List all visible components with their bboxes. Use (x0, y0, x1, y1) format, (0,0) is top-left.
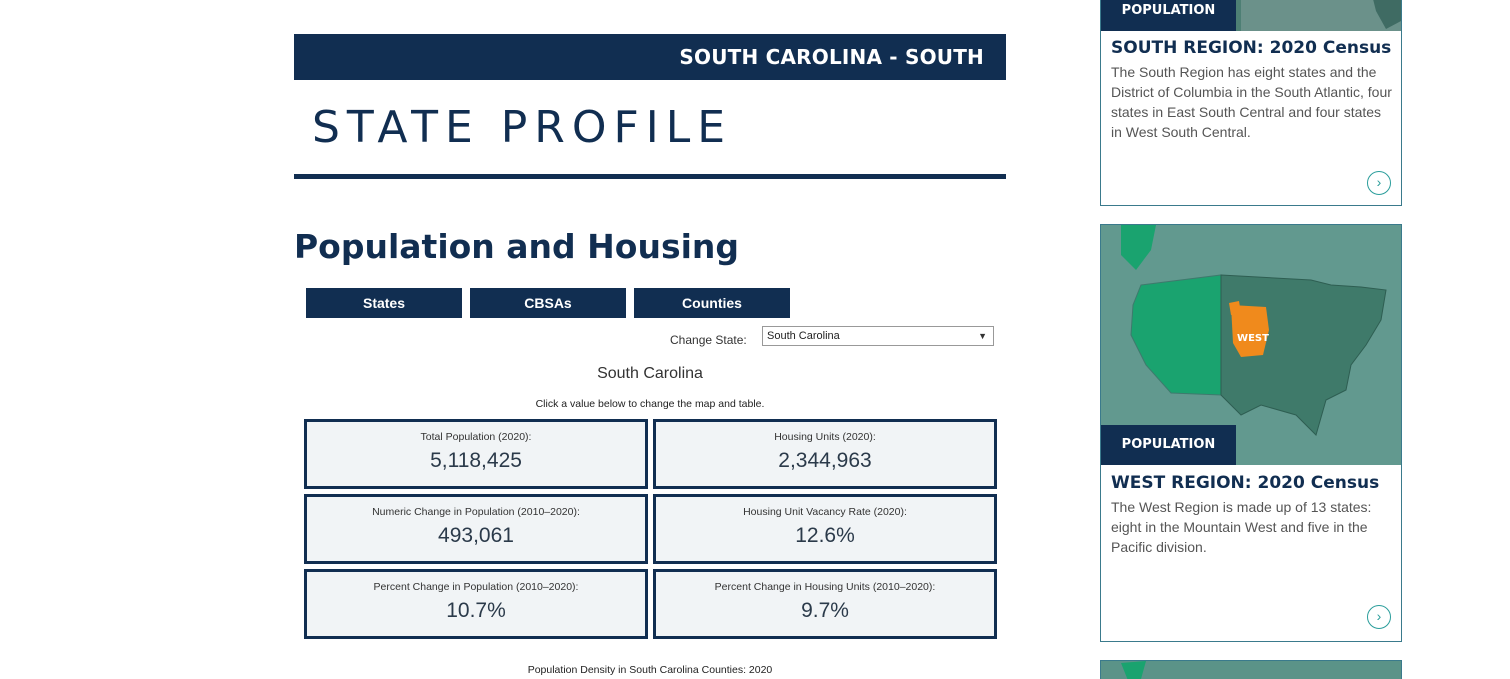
title-divider (294, 174, 1006, 179)
card-description: The West Region is made up of 13 states:… (1111, 499, 1372, 555)
state-select-value: South Carolina (767, 330, 840, 342)
card-description: The South Region has eight states and th… (1111, 64, 1392, 140)
tab-states[interactable]: States (306, 288, 462, 318)
profile-hint: Click a value below to change the map an… (535, 398, 765, 410)
stat-value: 493,061 (438, 524, 514, 547)
change-state-label: Change State: (670, 333, 747, 347)
card-south-region[interactable]: POPULATION SOUTH REGION: 2020 Census The… (1100, 0, 1402, 206)
category-tag: POPULATION (1101, 0, 1236, 31)
stat-label: Numeric Change in Population (2010–2020)… (372, 506, 580, 518)
map-region-label: WEST (1237, 333, 1269, 344)
stat-label: Percent Change in Population (2010–2020)… (373, 581, 579, 593)
stat-label: Total Population (2020): (420, 431, 532, 443)
state-select[interactable]: South Carolina ▼ (762, 326, 994, 346)
stat-value: 9.7% (801, 599, 849, 622)
card-title[interactable]: SOUTH REGION: 2020 Census (1111, 38, 1392, 58)
profile-state-name: South Carolina (597, 365, 703, 382)
stat-value: 12.6% (795, 524, 855, 547)
next-region-map-graphic (1101, 661, 1401, 679)
stat-numeric-change-population[interactable]: Numeric Change in Population (2010–2020)… (304, 494, 648, 564)
tab-counties[interactable]: Counties (634, 288, 790, 318)
tab-cbsas[interactable]: CBSAs (470, 288, 626, 318)
stat-total-population[interactable]: Total Population (2020): 5,118,425 (304, 419, 648, 489)
page-title: STATE PROFILE (312, 102, 733, 153)
stat-percent-change-population[interactable]: Percent Change in Population (2010–2020)… (304, 569, 648, 639)
stat-vacancy-rate[interactable]: Housing Unit Vacancy Rate (2020): 12.6% (653, 494, 997, 564)
stat-value: 10.7% (446, 599, 506, 622)
card-next-region[interactable] (1100, 660, 1402, 679)
chevron-right-icon[interactable]: › (1367, 171, 1391, 195)
card-west-region[interactable]: WEST POPULATION WEST REGION: 2020 Census… (1100, 224, 1402, 642)
stat-label: Housing Units (2020): (774, 431, 876, 443)
section-title: Population and Housing (294, 227, 740, 266)
stat-label: Percent Change in Housing Units (2010–20… (714, 581, 936, 593)
stat-value: 5,118,425 (430, 449, 522, 472)
card-title[interactable]: WEST REGION: 2020 Census (1111, 473, 1380, 493)
stat-value: 2,344,963 (778, 449, 872, 472)
stat-housing-units[interactable]: Housing Units (2020): 2,344,963 (653, 419, 997, 489)
stat-percent-change-housing[interactable]: Percent Change in Housing Units (2010–20… (653, 569, 997, 639)
chevron-right-icon[interactable]: › (1367, 605, 1391, 629)
stat-label: Housing Unit Vacancy Rate (2020): (743, 506, 907, 518)
dropdown-arrow-icon: ▼ (978, 331, 987, 341)
category-tag: POPULATION (1101, 425, 1236, 465)
state-region-banner: SOUTH CAROLINA - SOUTH (294, 34, 1006, 80)
next-region-map-image (1101, 661, 1401, 679)
density-map-caption: Population Density in South Carolina Cou… (527, 664, 773, 676)
